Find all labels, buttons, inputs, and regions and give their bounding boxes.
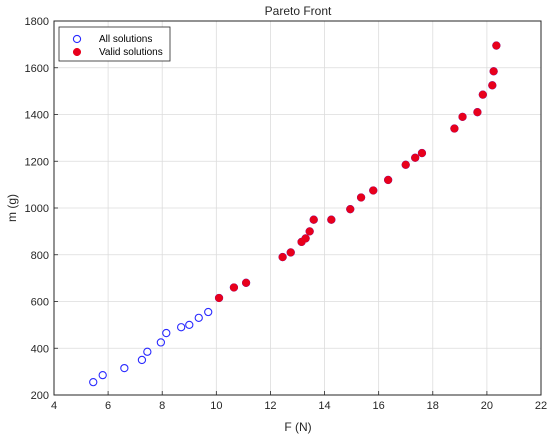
x-tick-label: 10	[210, 400, 222, 412]
valid-solution-point	[488, 81, 497, 90]
y-tick-label: 400	[31, 343, 49, 355]
y-tick-label: 1400	[25, 110, 49, 122]
valid-solution-point	[214, 293, 224, 303]
valid-solution-point	[458, 112, 467, 121]
y-tick-label: 1800	[25, 16, 49, 28]
legend: All solutions Valid solutions	[58, 26, 171, 62]
valid-solution-point	[478, 90, 487, 99]
legend-label-valid-solutions: Valid solutions	[99, 47, 163, 58]
all-solution-point	[156, 338, 166, 347]
x-tick-label: 12	[264, 400, 276, 412]
legend-label-all-solutions: All solutions	[99, 34, 152, 45]
y-tick-label: 200	[31, 390, 49, 402]
all-solution-point	[162, 328, 171, 338]
valid-solution-point	[492, 41, 501, 50]
data-series	[89, 41, 501, 387]
all-solution-point	[89, 377, 98, 387]
series-valid-solutions	[214, 41, 501, 303]
valid-solution-point	[384, 175, 393, 184]
y-tick-label: 600	[31, 297, 49, 309]
x-tick-label: 8	[159, 400, 165, 412]
x-tick-label: 4	[51, 400, 57, 412]
x-tick-label: 14	[318, 400, 330, 412]
valid-solution-point	[357, 193, 366, 202]
all-solution-point	[143, 347, 152, 356]
y-tick-label: 800	[31, 250, 49, 262]
all-solution-point	[204, 307, 213, 317]
valid-solution-point	[242, 278, 251, 287]
axis-ticks: 4 6 8 10 12 14 16 18 20 22 200 400 600 800 1000 1200 140…	[25, 16, 548, 412]
valid-solution-point	[346, 205, 355, 214]
valid-solution-point	[286, 248, 295, 257]
x-tick-label: 20	[481, 400, 493, 412]
valid-solution-point	[309, 215, 318, 224]
all-solution-point	[137, 355, 147, 365]
valid-solution-point	[369, 186, 378, 195]
valid-solution-point	[278, 253, 287, 262]
x-tick-label: 22	[535, 400, 547, 412]
valid-solution-point	[489, 67, 498, 76]
legend-marker-all-solutions	[72, 34, 82, 44]
valid-solution-point	[229, 283, 238, 292]
all-solution-point	[194, 313, 203, 323]
y-tick-label: 1000	[25, 203, 49, 215]
x-axis-label: F (N)	[284, 420, 311, 434]
valid-solution-point	[301, 234, 310, 243]
valid-solution-point	[450, 124, 459, 133]
y-tick-label: 1200	[25, 156, 49, 168]
valid-solution-point	[473, 108, 482, 117]
valid-solution-point	[411, 153, 420, 162]
all-solution-point	[177, 323, 186, 332]
all-solution-point	[185, 320, 194, 330]
y-axis-label: m (g)	[5, 194, 19, 222]
x-tick-label: 6	[105, 400, 111, 412]
valid-solution-point	[417, 149, 427, 158]
valid-solution-point	[401, 160, 410, 169]
x-tick-label: 16	[373, 400, 385, 412]
x-tick-label: 18	[427, 400, 439, 412]
valid-solution-point	[327, 215, 336, 224]
legend-marker-valid-solutions	[72, 47, 82, 57]
all-solution-point	[98, 370, 107, 380]
valid-solution-point	[305, 227, 314, 236]
all-solution-point	[120, 363, 129, 373]
y-tick-label: 1600	[25, 63, 49, 75]
chart-title: Pareto Front	[265, 4, 332, 18]
